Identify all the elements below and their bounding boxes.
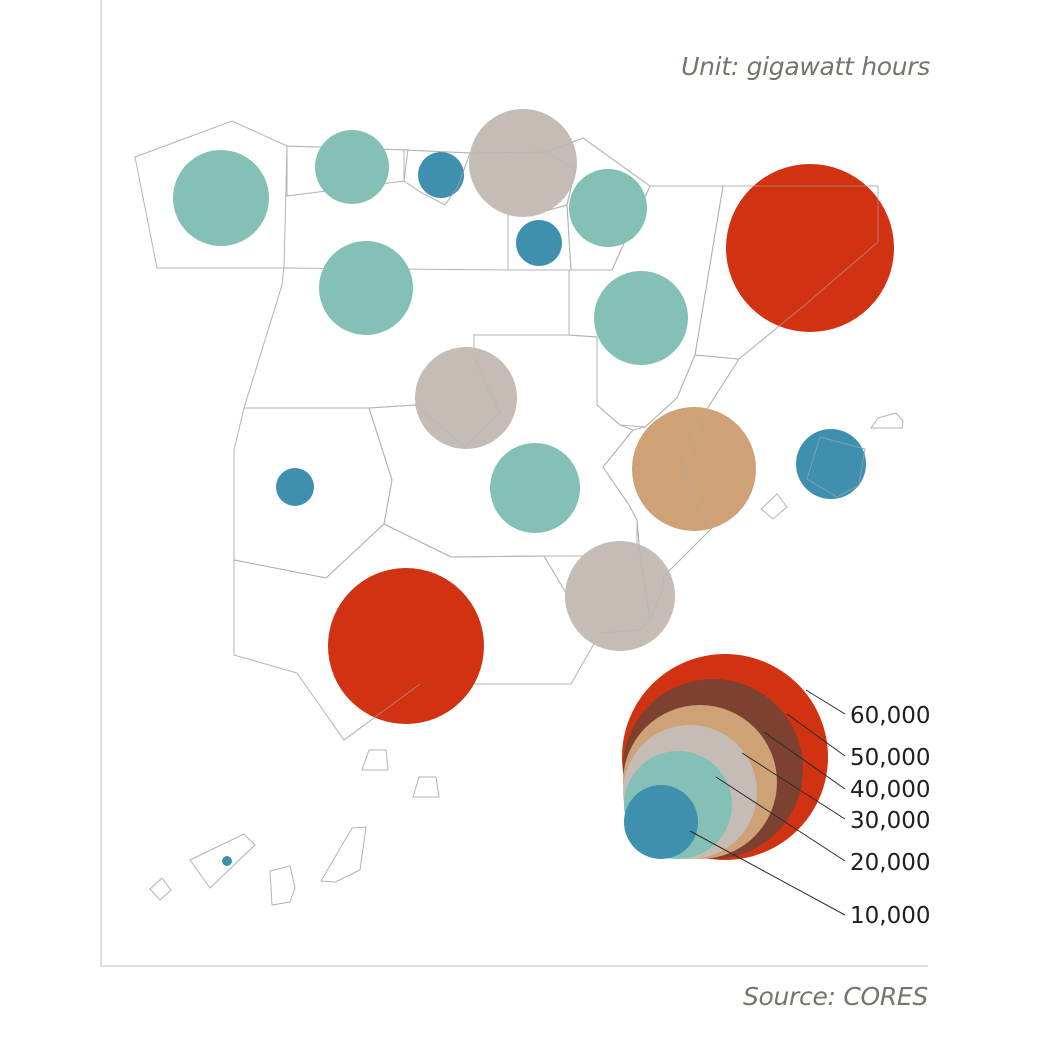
- bubble-asturias: [315, 130, 389, 204]
- bubble-catalonia: [726, 164, 894, 332]
- bubble-cantabria: [418, 152, 464, 198]
- overlay-border-6: [599, 519, 651, 634]
- bubble-balearic-islands: [796, 429, 866, 499]
- overlay-border-8: [546, 151, 576, 206]
- bubble-murcia: [565, 541, 675, 651]
- legend-leader-40000: [763, 731, 846, 790]
- region-galicia: [134, 120, 288, 269]
- bubble-castile-leon: [319, 241, 413, 335]
- bubble-extremadura: [276, 468, 314, 506]
- legend-label-50000: 50,000: [850, 745, 930, 771]
- region-la-palma: [149, 877, 172, 901]
- bubble-basque-country: [469, 109, 577, 217]
- unit-label: Unit: gigawatt hours: [681, 52, 930, 81]
- region-ibiza: [760, 493, 788, 520]
- legend-leader-50000: [786, 713, 846, 757]
- legend-leader-20000: [715, 776, 846, 862]
- region-fuerteventura: [320, 826, 367, 883]
- region-ceuta: [361, 749, 389, 771]
- source-label: Source: CORES: [742, 982, 928, 1011]
- bubble-galicia: [173, 150, 269, 246]
- region-tenerife: [189, 833, 256, 889]
- legend-circle-10000: [624, 785, 698, 859]
- region-menorca: [870, 412, 904, 429]
- legend-label-10000: 10,000: [850, 903, 930, 929]
- legend-label-20000: 20,000: [850, 850, 930, 876]
- overlay-border-5: [806, 436, 866, 498]
- bubble-la-rioja: [516, 220, 562, 266]
- bubble-canary-islands: [222, 856, 232, 866]
- legend-leader-30000: [741, 752, 846, 820]
- region-outlines-overlay: [286, 137, 879, 741]
- bubble-castile-la-mancha: [490, 443, 580, 533]
- legend-label-40000: 40,000: [850, 777, 930, 803]
- overlay-border-3: [649, 358, 740, 621]
- size-legend: 60,000 50,000 40,000 30,000 20,000 10,00…: [622, 654, 930, 929]
- bubbles: [173, 109, 894, 866]
- overlay-border-4: [343, 683, 421, 741]
- overlay-border-7: [403, 152, 471, 206]
- overlay-border-2: [414, 356, 501, 448]
- legend-leader-10000: [689, 830, 846, 916]
- bubble-madrid: [415, 347, 517, 449]
- legend-label-30000: 30,000: [850, 808, 930, 834]
- legend-label-60000: 60,000: [850, 703, 930, 729]
- bubble-valencia: [632, 407, 756, 531]
- bubble-navarre: [569, 169, 647, 247]
- overlay-border-1: [286, 137, 879, 360]
- bubble-aragon: [594, 271, 688, 365]
- legend-leader-60000: [805, 689, 846, 715]
- region-melilla: [412, 776, 440, 798]
- bubble-andalusia: [328, 568, 484, 724]
- region-gran-canaria: [269, 865, 296, 906]
